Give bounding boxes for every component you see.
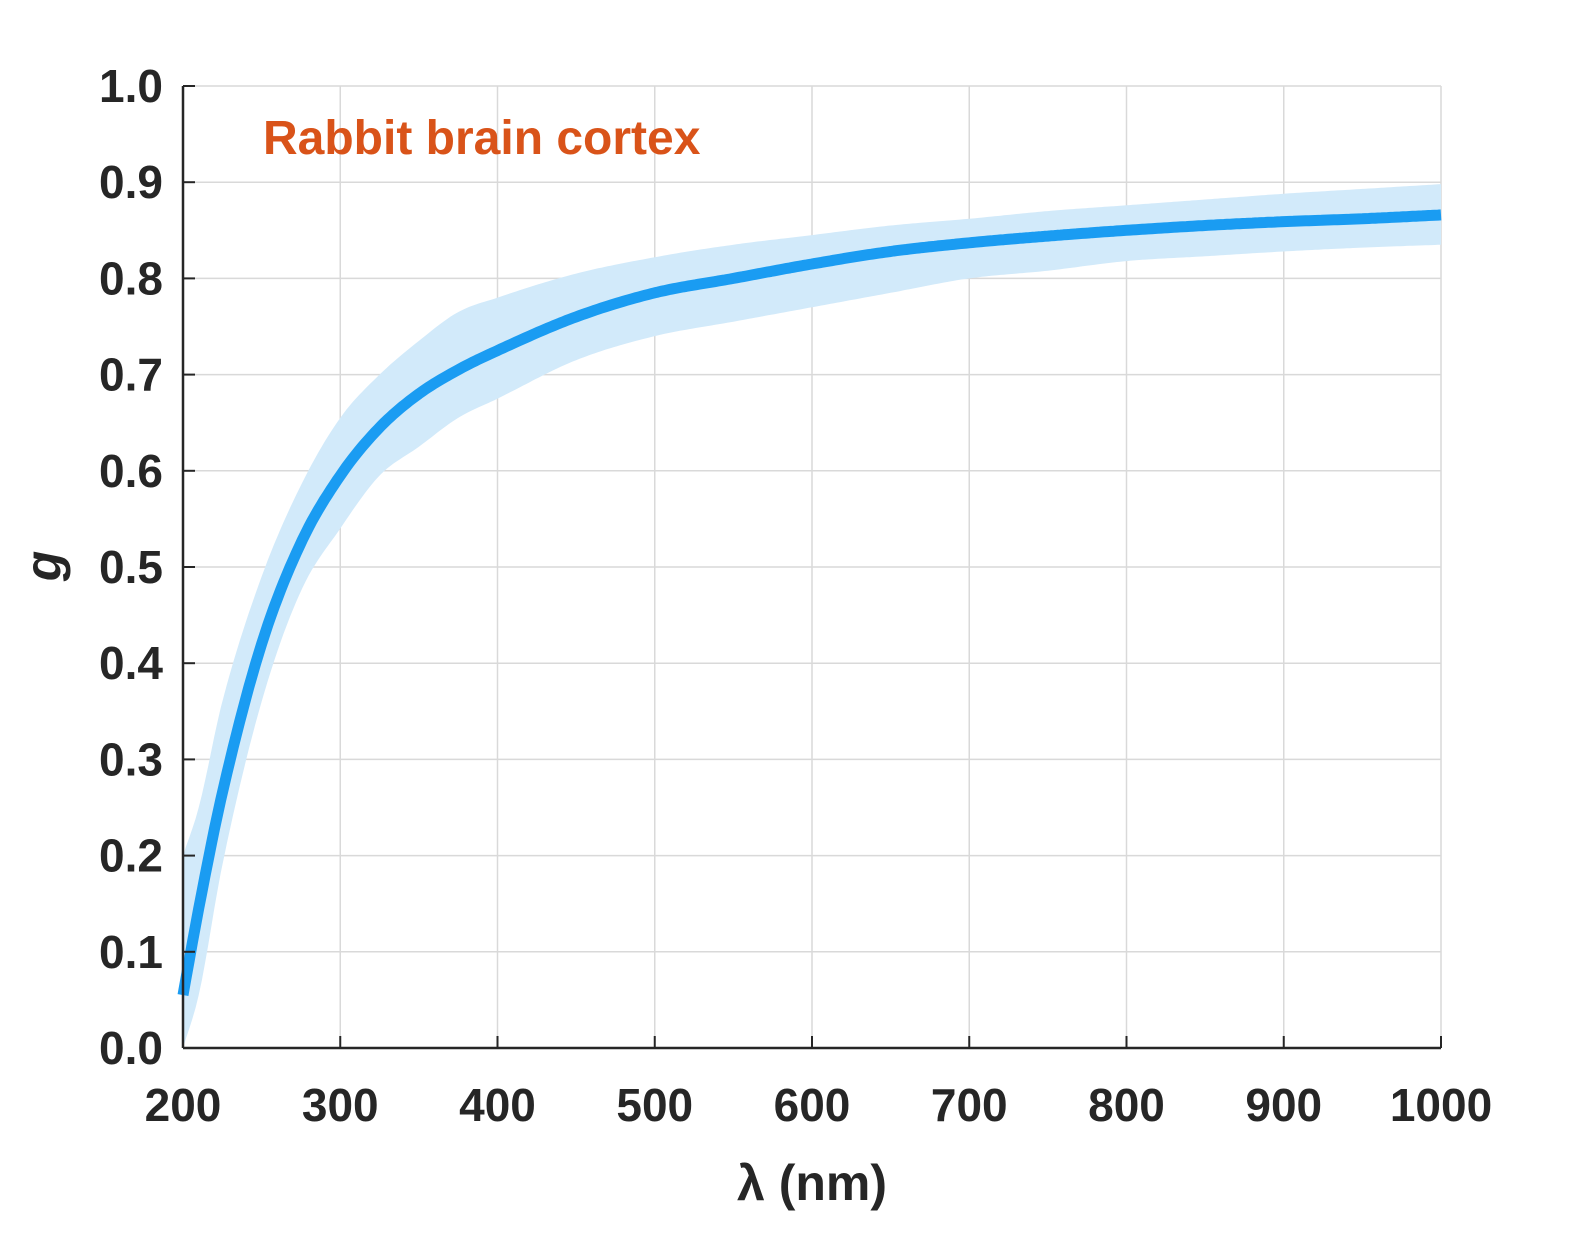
y-tick-label: 0.4	[99, 637, 163, 689]
y-tick-label: 0.1	[99, 926, 163, 978]
annotation-rabbit-brain-cortex: Rabbit brain cortex	[263, 112, 701, 165]
x-tick-label: 600	[774, 1079, 851, 1131]
x-axis-title: λ (nm)	[737, 1155, 887, 1211]
x-tick-label: 1000	[1390, 1079, 1492, 1131]
y-tick-label: 1.0	[99, 60, 163, 112]
x-tick-label: 700	[931, 1079, 1008, 1131]
x-tick-labels: 200 300 400 500 600 700 800 900 1000	[145, 1079, 1493, 1131]
x-tick-label: 400	[459, 1079, 536, 1131]
y-tick-label: 0.7	[99, 349, 163, 401]
x-tick-label: 300	[302, 1079, 379, 1131]
axes	[181, 85, 1442, 1050]
x-tick-label: 200	[145, 1079, 222, 1131]
x-tick-label: 900	[1245, 1079, 1322, 1131]
g-curve-line	[177, 209, 1444, 997]
y-tick-label: 0.2	[99, 830, 163, 882]
y-tick-label: 0.5	[99, 541, 163, 593]
y-tick-label: 0.0	[99, 1022, 163, 1074]
y-tick-label: 0.8	[99, 252, 163, 304]
x-tick-label: 500	[616, 1079, 693, 1131]
y-tick-label: 0.9	[99, 156, 163, 208]
x-tick-label: 800	[1088, 1079, 1165, 1131]
y-tick-label: 0.3	[99, 733, 163, 785]
y-tick-labels: 0.0 0.1 0.2 0.3 0.4 0.5 0.6 0.7 0.8 0.9 1.0	[99, 60, 163, 1074]
y-axis-title: g	[15, 551, 71, 583]
y-tick-label: 0.6	[99, 445, 163, 497]
